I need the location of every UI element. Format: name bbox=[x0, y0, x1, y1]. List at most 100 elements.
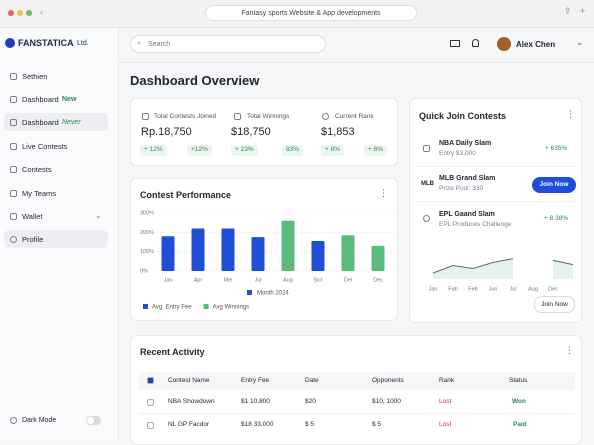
card-title: Quick Join Contests bbox=[419, 111, 507, 121]
y-tick-label: 200% bbox=[140, 230, 154, 236]
stat-icon bbox=[234, 113, 241, 120]
contest-detail: Prize Pool: 330 bbox=[439, 185, 484, 192]
bar bbox=[311, 241, 325, 271]
stat-change: + 8% bbox=[321, 145, 344, 156]
table-header bbox=[139, 372, 575, 390]
select-all-checkbox[interactable] bbox=[147, 377, 154, 384]
nav-item[interactable]: Live Contests bbox=[22, 142, 68, 151]
kebab-menu[interactable]: ⋮ bbox=[379, 188, 388, 198]
search-box[interactable]: ⌕ Search bbox=[130, 35, 326, 53]
search-icon: ⌕ bbox=[137, 40, 141, 47]
nav-item[interactable]: Wallet bbox=[22, 212, 43, 221]
cell: NBA Showdown bbox=[168, 398, 215, 405]
column-header: Date bbox=[305, 377, 319, 384]
row-checkbox[interactable] bbox=[147, 399, 154, 406]
user-menu-chevron[interactable]: ⌄ bbox=[576, 37, 584, 47]
y-tick-label: 0% bbox=[140, 268, 148, 274]
user-name[interactable]: Alex Chen bbox=[516, 40, 556, 49]
join-now-button[interactable]: Join Now bbox=[534, 296, 575, 313]
join-button-label: Join Now bbox=[539, 181, 569, 188]
x-tick-label: Jul bbox=[509, 286, 516, 292]
share-button[interactable]: ⇪ bbox=[564, 6, 572, 16]
x-tick-label: Fab bbox=[448, 286, 457, 292]
y-tick-label: 300% bbox=[140, 210, 154, 216]
nav-icon bbox=[10, 213, 17, 220]
stat-label: Total Winnings bbox=[247, 113, 290, 120]
window-minimize[interactable] bbox=[17, 10, 23, 16]
x-tick-label: Dec bbox=[373, 277, 383, 283]
sidebar: FANSTATICA Ltd. Sethien Dashboard New Da… bbox=[0, 28, 119, 441]
url-bar[interactable]: Fantasy sports Website & App development… bbox=[205, 5, 417, 21]
bar bbox=[281, 220, 295, 271]
mail-icon[interactable] bbox=[450, 40, 460, 47]
cell: NL GP Facdor bbox=[168, 421, 210, 428]
nav-item[interactable]: My Teams bbox=[22, 189, 57, 198]
cell: $10, 1000 bbox=[372, 398, 401, 405]
x-tick-label: Aug bbox=[283, 277, 293, 283]
join-now-label: Join Now bbox=[541, 301, 568, 308]
nav-item[interactable]: Profile bbox=[22, 235, 44, 244]
row-checkbox[interactable] bbox=[147, 422, 154, 429]
contest-detail: EPL Produces Challenge bbox=[439, 221, 512, 228]
x-tick-label: Aug bbox=[528, 286, 538, 292]
kebab-menu[interactable]: ⋮ bbox=[565, 345, 574, 355]
contest-change: + 635% bbox=[545, 145, 568, 152]
chevron[interactable]: ⌄ bbox=[95, 211, 102, 220]
nav-icon bbox=[10, 190, 17, 197]
nav-item[interactable]: Contests bbox=[22, 165, 52, 174]
back-button[interactable]: ‹ bbox=[40, 7, 43, 17]
browser-bar: ‹ Fantasy sports Website & App developme… bbox=[0, 0, 594, 28]
nav-badge: New bbox=[62, 96, 77, 103]
kebab-menu[interactable]: ⋮ bbox=[566, 109, 575, 119]
stat-change: 83% bbox=[282, 145, 304, 156]
contest-detail: Entry $3,000 bbox=[439, 150, 476, 157]
x-tick-label: Apr bbox=[194, 277, 203, 283]
line bbox=[432, 258, 574, 274]
contest-icon bbox=[423, 215, 430, 222]
bar bbox=[341, 235, 355, 271]
x-tick-label: Jan bbox=[164, 277, 173, 283]
nav-item[interactable]: Dashboard bbox=[22, 118, 59, 127]
legend-swatch bbox=[203, 304, 209, 309]
card-title: Contest Performance bbox=[140, 190, 232, 200]
search-placeholder: Search bbox=[148, 41, 171, 48]
avatar[interactable] bbox=[497, 37, 511, 51]
stat-label: Current Rank bbox=[335, 113, 374, 120]
divider bbox=[418, 166, 575, 167]
cell: $1 10,800 bbox=[241, 398, 270, 405]
dark-mode-toggle[interactable] bbox=[86, 416, 101, 425]
dark-mode-label: Dark Mode bbox=[22, 417, 57, 424]
bar bbox=[371, 245, 385, 271]
nav-icon bbox=[10, 73, 17, 80]
cell: Paid bbox=[513, 421, 527, 428]
stat-label: Total Contests Joined bbox=[154, 113, 217, 120]
url-text: Fantasy sports Website & App development… bbox=[241, 10, 381, 17]
bar bbox=[161, 236, 175, 271]
bell-icon[interactable] bbox=[472, 39, 479, 47]
join-button[interactable]: Join Now bbox=[532, 177, 576, 193]
x-tick-label: Jun bbox=[489, 286, 498, 292]
window-close[interactable] bbox=[8, 10, 14, 16]
line-chart: Jan Fab Feb Jun Jul Aug Dec bbox=[429, 258, 574, 292]
stat-value: Rp.18,750 bbox=[141, 126, 192, 138]
x-tick-label: Mei bbox=[224, 277, 233, 283]
stat-change: + 23% bbox=[231, 145, 258, 156]
legend-label: Avg Winnings bbox=[213, 305, 250, 311]
x-tick-label: Feb bbox=[468, 286, 477, 292]
y-tick-label: 100% bbox=[140, 249, 154, 255]
cell: $ 5 bbox=[372, 421, 382, 428]
nav-item[interactable]: Dashboard bbox=[22, 95, 59, 104]
stat-icon bbox=[142, 113, 149, 120]
column-header: Rank bbox=[439, 377, 455, 384]
contest-icon bbox=[423, 145, 430, 152]
brand-logo bbox=[5, 38, 15, 48]
x-tick-label: Dec bbox=[548, 286, 558, 292]
column-header: Entry Fee bbox=[241, 377, 270, 384]
nav-icon bbox=[10, 96, 17, 103]
contest-logo: MLB bbox=[421, 181, 434, 187]
window-maximize[interactable] bbox=[26, 10, 32, 16]
new-tab-button[interactable]: + bbox=[580, 6, 586, 16]
nav-item[interactable]: Sethien bbox=[22, 72, 48, 81]
legend-swatch bbox=[143, 304, 148, 309]
